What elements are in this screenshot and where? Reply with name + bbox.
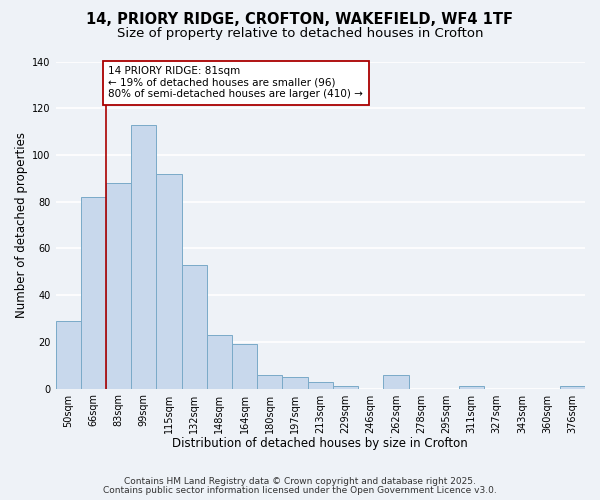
Bar <box>308 382 333 388</box>
Y-axis label: Number of detached properties: Number of detached properties <box>15 132 28 318</box>
Text: Contains HM Land Registry data © Crown copyright and database right 2025.: Contains HM Land Registry data © Crown c… <box>124 477 476 486</box>
Bar <box>383 374 409 388</box>
Bar <box>182 265 207 388</box>
Bar <box>131 124 157 388</box>
Bar <box>232 344 257 389</box>
Bar <box>459 386 484 388</box>
Bar <box>207 335 232 388</box>
Text: 14 PRIORY RIDGE: 81sqm
← 19% of detached houses are smaller (96)
80% of semi-det: 14 PRIORY RIDGE: 81sqm ← 19% of detached… <box>109 66 364 100</box>
Bar <box>257 374 283 388</box>
Bar <box>81 197 106 388</box>
Text: Contains public sector information licensed under the Open Government Licence v3: Contains public sector information licen… <box>103 486 497 495</box>
Bar <box>106 183 131 388</box>
Text: Size of property relative to detached houses in Crofton: Size of property relative to detached ho… <box>117 28 483 40</box>
Bar <box>283 377 308 388</box>
X-axis label: Distribution of detached houses by size in Crofton: Distribution of detached houses by size … <box>172 437 468 450</box>
Text: 14, PRIORY RIDGE, CROFTON, WAKEFIELD, WF4 1TF: 14, PRIORY RIDGE, CROFTON, WAKEFIELD, WF… <box>86 12 514 28</box>
Bar <box>333 386 358 388</box>
Bar <box>56 321 81 388</box>
Bar <box>560 386 585 388</box>
Bar <box>157 174 182 388</box>
